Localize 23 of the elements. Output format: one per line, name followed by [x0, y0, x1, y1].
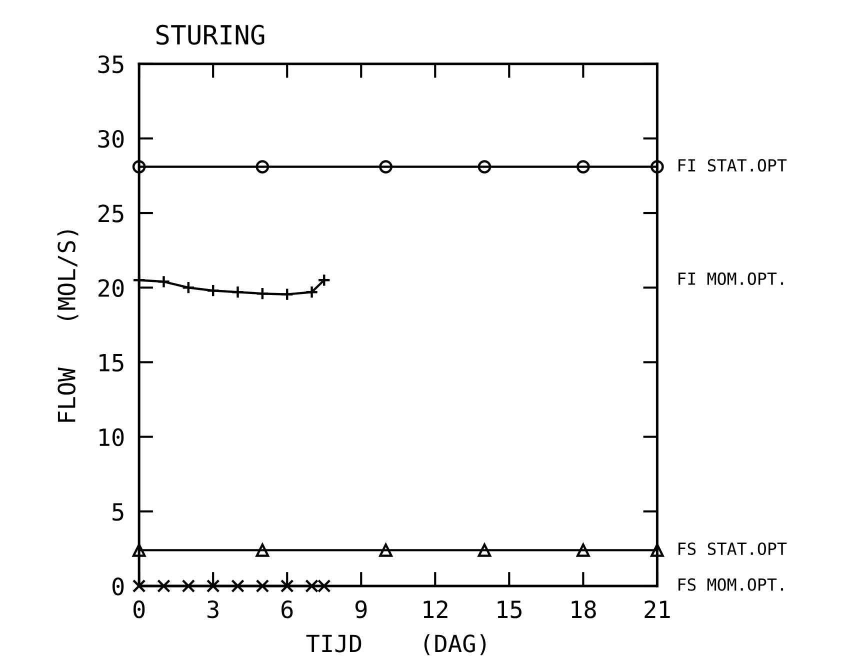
x-tick-label: 0 — [134, 600, 145, 618]
y-tick-label: 15 — [100, 354, 124, 372]
series-label: FS STAT.OPT — [678, 542, 787, 556]
y-tick-label: 20 — [98, 279, 124, 297]
x-tick-label: 9 — [355, 600, 367, 618]
y-tick-label: 0 — [112, 577, 124, 596]
legend-label: FS MOM.OPT. — [678, 578, 784, 591]
y-tick-label: 35 — [98, 55, 124, 74]
chart-title: STURING — [156, 24, 264, 45]
x-tick-label: 3 — [208, 600, 218, 618]
x-axis-title: TIJD (DAG) — [306, 634, 486, 656]
x-tick-label: 6 — [282, 600, 293, 618]
x-tick-label: 15 — [498, 600, 522, 618]
y-tick-label: 10 — [100, 428, 124, 446]
y-tick-label: 30 — [98, 130, 124, 148]
y-tick-label: 5 — [112, 503, 124, 521]
y-tick-label: 25 — [98, 204, 124, 222]
x-tick-label: 12 — [424, 600, 448, 618]
x-tick-label: 21 — [644, 600, 670, 618]
series-label: FI STAT.OPT — [678, 159, 787, 172]
x-tick-label: 18 — [572, 600, 596, 618]
y-axis-title: FLOW (MOL/S) — [57, 230, 78, 422]
legend-label: FI MOM.OPT. — [678, 272, 784, 286]
